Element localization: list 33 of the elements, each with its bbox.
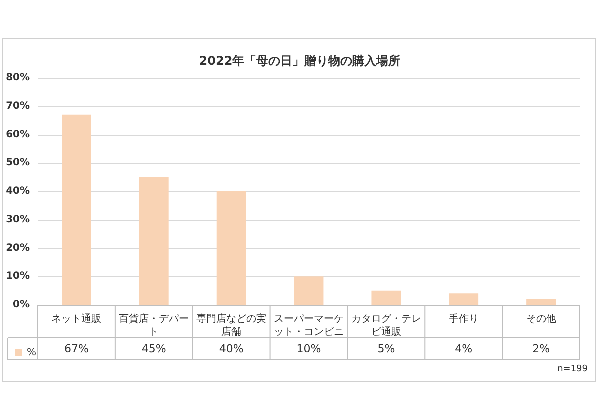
y-tick-label: 50%: [6, 158, 30, 169]
data-label: 5%: [378, 342, 396, 356]
bar: [449, 294, 479, 305]
chart-title: 2022年「母の日」贈り物の購入場所: [199, 54, 401, 68]
y-tick-label: 80%: [6, 72, 30, 84]
data-label: 4%: [455, 342, 473, 356]
y-tick-label: 20%: [6, 242, 30, 254]
y-tick-label: 10%: [6, 271, 30, 282]
bar: [372, 290, 402, 305]
data-label: 45%: [142, 342, 166, 356]
x-tick-label: 専門店などの実店舗: [196, 313, 267, 338]
bar: [216, 192, 246, 305]
text: n=199: [558, 364, 588, 374]
y-tick-label: 30%: [6, 214, 30, 226]
data-label: 67%: [64, 342, 89, 356]
bar: [526, 299, 556, 305]
x-tick-label: 手作り: [448, 313, 479, 325]
y-tick-label: 40%: [6, 186, 30, 197]
bar: [294, 276, 324, 305]
data-label: 40%: [219, 342, 244, 356]
legend-label: %: [27, 348, 37, 358]
x-tick-label: カタログ・テレビ通販: [351, 314, 422, 338]
y-tick-label: 70%: [6, 100, 30, 112]
x-tick-label: ネット通販: [52, 313, 102, 325]
x-tick-label: その他: [526, 313, 556, 325]
y-tick-label: 60%: [6, 129, 30, 140]
bar: [62, 114, 92, 305]
y-tick-label: 0%: [13, 300, 30, 310]
data-label: 10%: [296, 342, 322, 356]
bar: [139, 177, 169, 305]
x-tick-label: 百貨店・デパート: [119, 313, 190, 338]
x-tick-label: スーパーマーケット・コンビニ: [274, 314, 344, 338]
data-label: 2%: [532, 342, 550, 356]
